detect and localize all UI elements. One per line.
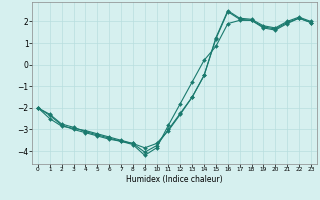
X-axis label: Humidex (Indice chaleur): Humidex (Indice chaleur) [126,175,223,184]
